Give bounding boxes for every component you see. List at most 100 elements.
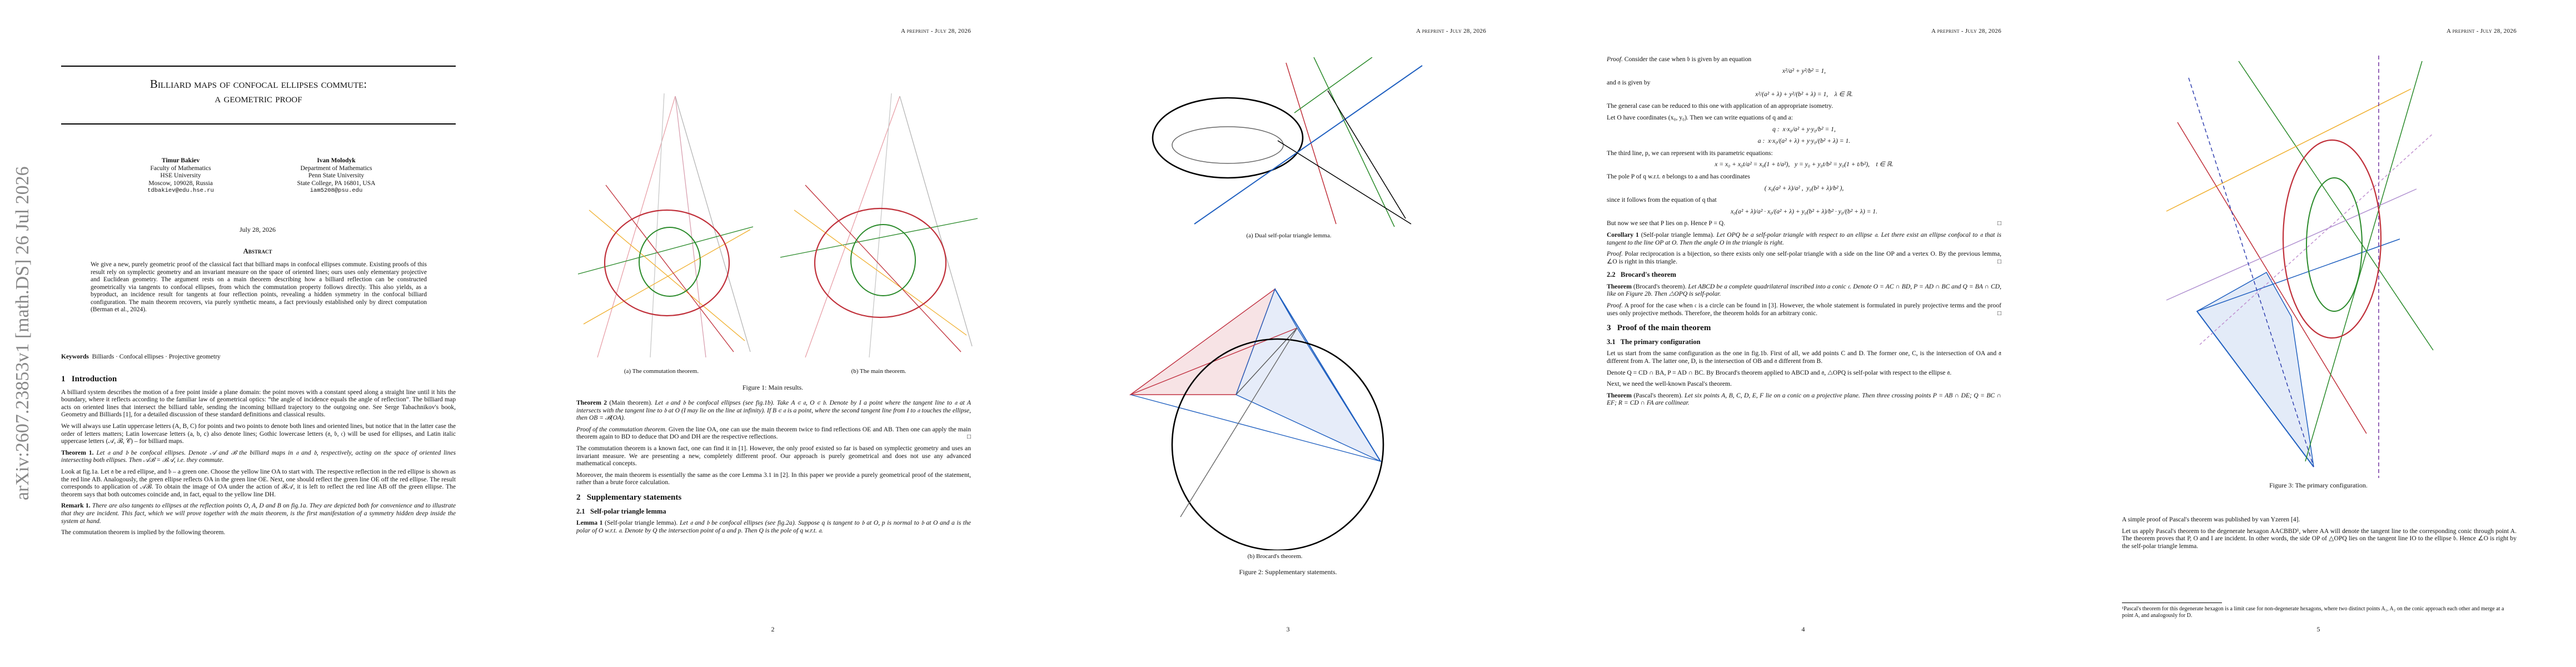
page-number: 4: [1801, 625, 1805, 633]
theorem-label: Theorem: [1607, 391, 1632, 399]
paragraph: The commutation theorem is implied by th…: [61, 529, 456, 536]
paragraph: The third line, p, we can represent with…: [1607, 150, 2001, 157]
equation: a : x·x₀/(a² + λ) + y·y₀/(b² + λ) = 1.: [1757, 137, 1851, 145]
title-line: Billiard maps of confocal ellipses commu…: [150, 77, 367, 91]
figure-line: [577, 226, 754, 275]
proof-text: Polar reciprocation is a bijection, so t…: [1607, 250, 2002, 265]
figure-g: [1152, 57, 1423, 227]
figure-g: [2166, 56, 2434, 478]
abstract-heading: Abstract: [243, 247, 272, 255]
figure-line: [2196, 311, 2314, 467]
theorem-text: There are also tangents to ellipses at t…: [61, 502, 456, 525]
page-number: 3: [1286, 625, 1290, 633]
affiliation: Moscow, 109028, Russia: [148, 180, 213, 187]
figure-line: [794, 210, 967, 336]
paragraph: since it follows from the equation of q …: [1607, 196, 2001, 204]
figure-line: [805, 185, 961, 352]
running-header: A preprint - July 28, 2026: [2446, 28, 2517, 34]
theorem-label: Corollary 1: [1607, 231, 1639, 238]
page-number: 2: [771, 625, 775, 633]
theorem: Theorem (Brocard's theorem). Let ABCD be…: [1607, 283, 2001, 298]
footnote: ¹Pascal's theorem for this degenerate he…: [2122, 606, 2504, 619]
affiliation: State College, PA 16801, USA: [297, 180, 376, 187]
figure-1a: [577, 93, 754, 358]
figure-g: [1129, 288, 1384, 550]
author: Timur Bakiev Faculty of Mathematics HSE …: [97, 157, 264, 195]
paragraph-text: and 𝔞 is given by: [1607, 79, 1651, 87]
figure-line: [805, 96, 900, 358]
equation: x²/a² + y²/b² = 1,: [1782, 67, 1826, 74]
subcaption: (a) Dual self-polar triangle lemma.: [1246, 232, 1332, 239]
figure-circle: [1171, 338, 1384, 550]
qed: □: [1997, 309, 2001, 317]
paragraph-text: The pole P of q w.r.t. 𝔞 belongs to a an…: [1607, 172, 1750, 180]
keywords-label: Keywords: [61, 354, 89, 360]
figure-ellipse: [604, 209, 730, 317]
body: 1 Introduction A billiard system describe…: [61, 368, 456, 540]
figure-ellipse: [814, 207, 947, 318]
figure-line: [1274, 288, 1381, 462]
body: Theorem 2 (Main theorem). Let 𝔞 and 𝔟 be…: [576, 399, 971, 538]
figure-line: [2188, 77, 2314, 467]
theorem-label: Theorem: [1607, 282, 1632, 290]
figure-ellipse: [2282, 139, 2382, 339]
figure-polygon: [2196, 271, 2314, 467]
figure-line: [869, 93, 892, 358]
title-line: a geometric proof: [215, 92, 302, 105]
page: A preprint - July 28, 2026 Proof. Consid…: [1546, 0, 2061, 667]
figure-2b: [1129, 288, 1384, 550]
date: July 28, 2026: [239, 226, 276, 233]
paragraph: Let us apply Pascal's theorem to the deg…: [2122, 527, 2517, 550]
figure-g: [780, 93, 978, 358]
proof: Proof. Consider the case when 𝔟 is given…: [1607, 56, 2001, 63]
running-header: A preprint - July 28, 2026: [1416, 28, 1486, 34]
affiliation: HSE University: [160, 172, 201, 179]
paragraph-text: Let O have coordinates (x₀, y₀). Then we…: [1607, 113, 1793, 121]
equation: x = x₀ + x₀t/a² = x₀(1 + t/a²), y = y₀ +…: [1715, 161, 1894, 168]
page-number: 5: [2316, 625, 2320, 633]
equation: x₀(a² + λ)/a² · x₀/(a² + λ) + y₀(b² + λ)…: [1730, 207, 1877, 215]
paragraph-text: A billiard system describes the motion o…: [61, 388, 456, 419]
body: A simple proof of Pascal's theorem was p…: [2122, 516, 2517, 554]
figure-line: [780, 218, 978, 258]
equation: q : x·x₀/a² + y·y₀/b² = 1,: [1772, 125, 1836, 133]
figure-line: [1294, 57, 1373, 113]
paragraph-text: Let us apply Pascal's theorem to the deg…: [2122, 527, 2517, 550]
subsection-heading: 2.2 Brocard's theorem: [1607, 271, 1676, 279]
figure-line: [2199, 133, 2434, 345]
author: Ivan Molodyk Department of Mathematics P…: [253, 157, 420, 195]
theorem-text: Let 𝔞 and 𝔟 be confocal ellipses. Denote…: [61, 449, 456, 464]
figure-line: [899, 96, 973, 347]
theorem-text: Let six points A, B, C, D, E, F lie on a…: [1607, 391, 2001, 407]
paragraph: A simple proof of Pascal's theorem was p…: [2122, 516, 2517, 524]
proof: Proof. A proof for the case when 𝔠 is a …: [1607, 302, 2001, 317]
paragraph-text: We will always use Latin uppercase lette…: [61, 422, 456, 445]
page: A preprint - July 28, 2026 Figure 3: The…: [2061, 0, 2576, 667]
subsection-heading: 2.1 Self-polar triangle lemma: [576, 507, 666, 515]
theorem-note: (Self-polar triangle lemma).: [605, 519, 678, 527]
figure-line: [2166, 188, 2417, 301]
keywords: Keywords Billiards · Confocal ellipses ·…: [61, 354, 221, 360]
figure-1b: [780, 93, 978, 358]
equation: x²/(a² + λ) + y²/(b² + λ) = 1, λ ∈ ℝ.: [1755, 90, 1853, 98]
theorem-label: Lemma 1: [576, 519, 603, 527]
affiliation: Department of Mathematics: [300, 165, 372, 172]
figure-caption: Figure 2: Supplementary statements.: [1239, 568, 1337, 576]
paragraph-text: Let us start from the same configuration…: [1607, 350, 2001, 365]
figure-line: [1313, 57, 1395, 227]
figure-ellipse: [1152, 97, 1304, 179]
affiliation: Penn State University: [308, 172, 365, 179]
figure-line: [675, 96, 751, 352]
theorem: Theorem 1. Let 𝔞 and 𝔟 be confocal ellip…: [61, 449, 456, 464]
paragraph: Next, we need the well-known Pascal's th…: [1607, 380, 2001, 388]
theorem: Theorem 2 (Main theorem). Let 𝔞 and 𝔟 be…: [576, 399, 971, 422]
theorem-text: Let 𝔞 and 𝔟 be confocal ellipses (see fi…: [576, 519, 971, 534]
figure-line: [675, 96, 706, 358]
running-header: A preprint - July 28, 2026: [1931, 28, 2001, 34]
page: A preprint - July 28, 2026 (a) Dual self…: [1030, 0, 1546, 667]
section-heading: 2 Supplementary statements: [576, 492, 682, 502]
figure-line: [1327, 90, 1406, 219]
theorem: Lemma 1 (Self-polar triangle lemma). Let…: [576, 519, 971, 534]
theorem: Corollary 1 (Self-polar triangle lemma).…: [1607, 231, 2001, 246]
